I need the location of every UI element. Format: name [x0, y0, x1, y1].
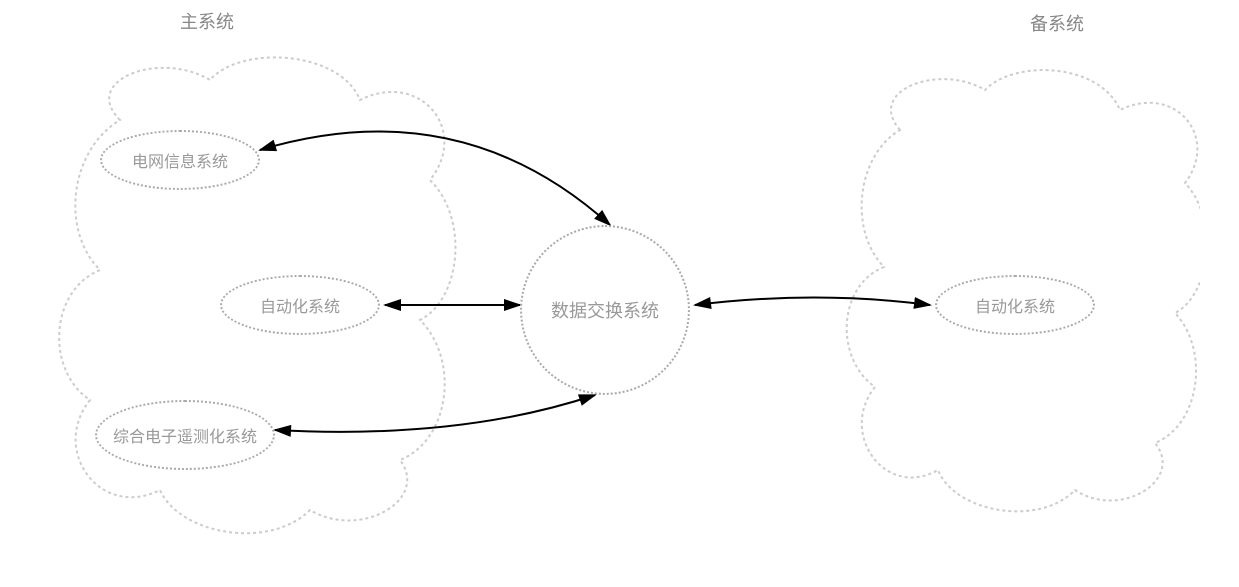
automation-main-label: 自动化系统	[260, 293, 340, 317]
automation-backup-label: 自动化系统	[975, 293, 1055, 317]
grid-info-node: 电网信息系统	[100, 130, 260, 190]
backup-system-label: 备系统	[1030, 10, 1084, 36]
main-system-label: 主系统	[180, 8, 234, 34]
grid-info-label: 电网信息系统	[132, 148, 228, 172]
automation-backup-node: 自动化系统	[935, 275, 1095, 335]
data-exchange-node: 数据交换系统	[520, 225, 690, 395]
data-exchange-label: 数据交换系统	[551, 297, 659, 323]
automation-main-node: 自动化系统	[220, 275, 380, 335]
combined-remote-node: 综合电子遥测化系统	[95, 400, 275, 470]
combined-remote-label: 综合电子遥测化系统	[113, 423, 257, 447]
